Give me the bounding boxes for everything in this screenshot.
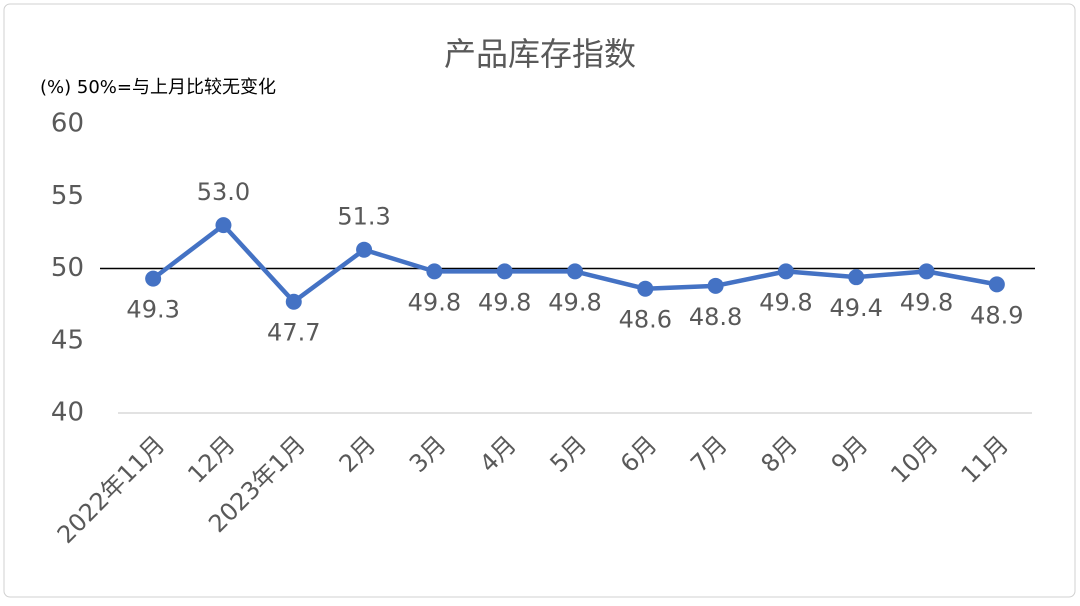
- y-tick-label: 50: [51, 253, 84, 283]
- data-label: 49.8: [478, 288, 531, 316]
- marker: [567, 263, 583, 280]
- marker: [988, 276, 1005, 293]
- marker: [918, 263, 935, 280]
- y-tick-label: 60: [51, 109, 84, 139]
- y-tick-label: 45: [51, 325, 84, 355]
- data-label: 48.6: [619, 306, 672, 334]
- marker: [356, 241, 373, 258]
- data-label: 51.3: [337, 203, 390, 231]
- marker: [426, 263, 443, 280]
- chart-border: [3, 3, 1076, 598]
- data-label: 49.3: [126, 296, 179, 324]
- data-label: 49.8: [759, 288, 812, 316]
- data-label: 49.8: [900, 288, 953, 316]
- data-label: 48.9: [970, 301, 1023, 329]
- data-label: 49.8: [408, 288, 461, 316]
- marker: [707, 277, 724, 294]
- marker: [496, 263, 513, 280]
- data-label: 47.7: [267, 319, 320, 347]
- marker: [637, 280, 654, 297]
- marker: [145, 270, 162, 287]
- y-tick-label: 55: [51, 181, 84, 211]
- marker: [777, 263, 794, 280]
- chart-title: 产品库存指数: [444, 35, 636, 73]
- marker: [215, 217, 232, 234]
- annotation: (%) 50%=与上月比较无变化: [40, 77, 276, 98]
- data-label: 49.4: [830, 294, 883, 322]
- marker: [285, 293, 302, 310]
- marker: [848, 269, 865, 286]
- y-tick-label: 40: [51, 398, 84, 428]
- data-label: 49.8: [548, 288, 601, 316]
- data-label: 48.8: [689, 303, 742, 331]
- data-label: 53.0: [197, 178, 250, 206]
